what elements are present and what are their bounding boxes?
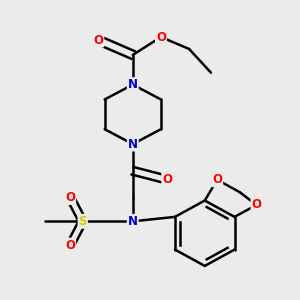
Text: S: S — [79, 215, 87, 228]
Text: O: O — [93, 34, 103, 46]
Text: O: O — [251, 199, 262, 212]
Text: O: O — [156, 31, 166, 44]
Text: N: N — [128, 138, 138, 151]
Text: N: N — [128, 215, 138, 228]
Text: O: O — [65, 191, 75, 204]
Text: N: N — [128, 78, 138, 91]
Text: O: O — [212, 173, 222, 186]
Text: O: O — [65, 238, 75, 252]
Text: O: O — [162, 173, 172, 186]
